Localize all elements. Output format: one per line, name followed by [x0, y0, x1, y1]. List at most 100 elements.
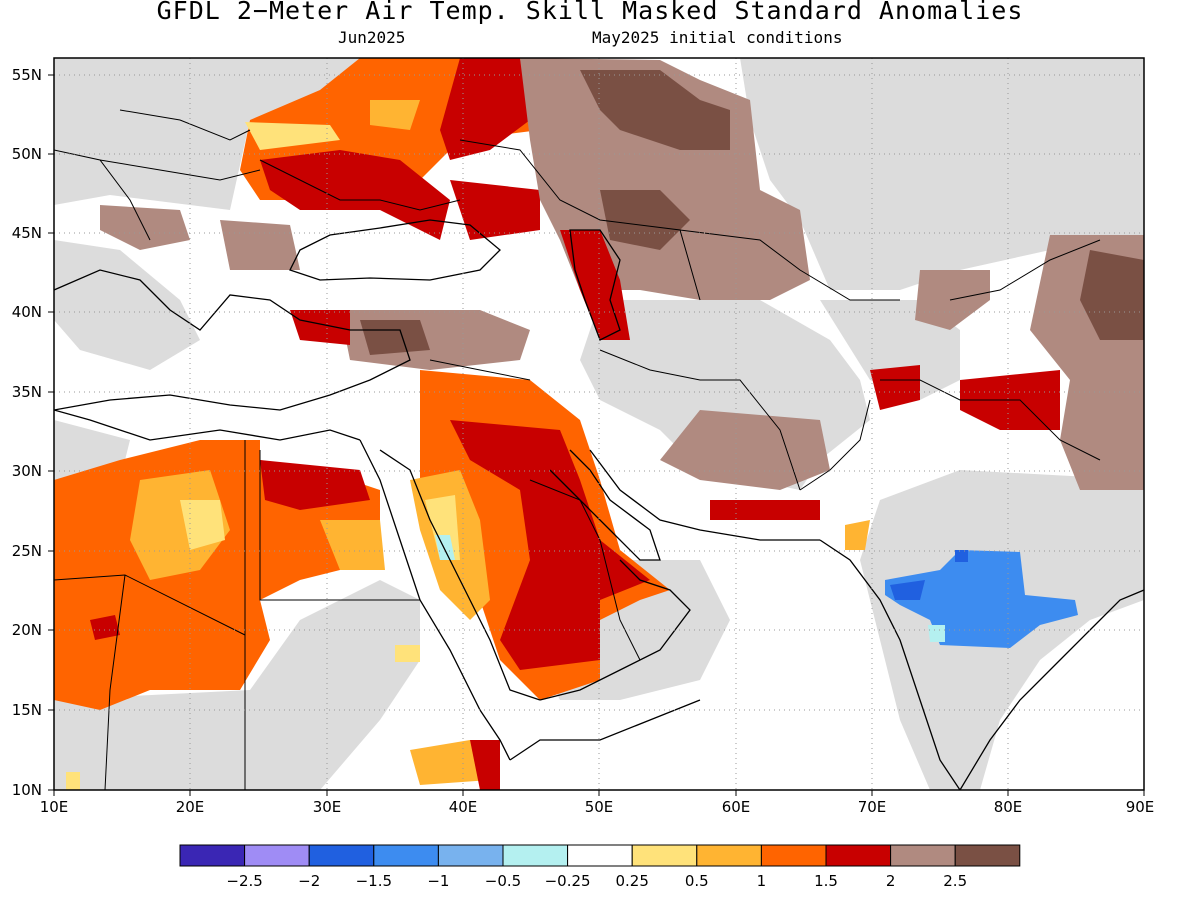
warm-region-brown: [220, 220, 300, 270]
warm-region-lightorange: [320, 520, 385, 570]
warm-region-brown-dark: [1080, 250, 1144, 340]
map-title: GFDL 2−Meter Air Temp. Skill Masked Stan…: [156, 0, 1024, 25]
lat-label: 20N: [12, 621, 42, 639]
caspian-coast: [569, 229, 621, 341]
lon-label: 90E: [1126, 798, 1155, 816]
anomaly-fields: [54, 58, 1144, 790]
lon-label: 10E: [40, 798, 69, 816]
lon-label: 60E: [722, 798, 751, 816]
coastlines: [54, 219, 1144, 790]
lon-ticks: [53, 790, 1145, 796]
warm-region-yellow: [66, 772, 80, 790]
colorbar-label: 1.5: [814, 872, 838, 890]
masked-region: [740, 58, 1144, 290]
colorbar-swatch: [825, 844, 892, 867]
warm-region-darkred: [90, 615, 120, 640]
warm-region-yellow: [245, 122, 340, 150]
india-west-coast: [819, 539, 961, 790]
colorbar-swatch: [696, 844, 762, 867]
lat-ticks: [48, 74, 54, 791]
colorbar-swatch: [437, 844, 504, 867]
warm-region-darkred: [870, 365, 920, 410]
warm-region-brown: [100, 205, 190, 250]
colorbar-swatch: [890, 844, 956, 867]
colorbar-swatch: [308, 844, 375, 867]
initial-conditions: May2025 initial conditions: [592, 28, 843, 47]
red-sea-coast: [359, 439, 511, 761]
warm-region-darkred: [290, 310, 350, 345]
lat-label: 50N: [12, 145, 42, 163]
lat-label: 25N: [12, 542, 42, 560]
warm-region-darkred: [450, 420, 650, 670]
forecast-month: Jun2025: [338, 28, 406, 47]
warm-region-darkred: [560, 230, 630, 340]
lat-label: 35N: [12, 383, 42, 401]
colorbar-swatch: [760, 844, 827, 867]
iran-coast: [589, 449, 820, 541]
warm-region-lightorange: [410, 740, 490, 785]
lat-label: 45N: [12, 224, 42, 242]
warm-region-darkred: [450, 180, 540, 240]
warm-region-lightorange: [845, 520, 870, 550]
lon-label: 40E: [449, 798, 478, 816]
arabia-west-coast: [379, 449, 541, 701]
lon-label: 80E: [994, 798, 1023, 816]
mediterranean-coast: [54, 269, 411, 411]
lat-label: 55N: [12, 66, 42, 84]
lon-labels: 10E 20E 30E 40E 50E 60E 70E 80E 90E: [40, 798, 1155, 816]
colorbar-swatch: [567, 844, 633, 867]
warm-region-brown-dark: [360, 320, 430, 355]
cold-region-blue-dark: [955, 550, 968, 562]
colorbar-label: 1: [757, 872, 767, 890]
warm-region-yellow: [180, 500, 225, 550]
warm-region-darkred: [470, 740, 500, 790]
cold-region-blue-dark: [890, 580, 925, 600]
colorbar-swatch: [373, 844, 439, 867]
masked-region: [54, 580, 420, 790]
lat-label: 30N: [12, 462, 42, 480]
lon-label: 70E: [858, 798, 887, 816]
colorbar-label: −2: [298, 872, 320, 890]
colorbar-label: 0.5: [685, 872, 709, 890]
masked-region: [54, 240, 200, 370]
warm-region-brown: [660, 410, 830, 490]
country-borders: [54, 109, 1101, 790]
warm-region-darkred: [710, 500, 820, 520]
masked-region: [820, 300, 960, 400]
cold-region-blue: [885, 550, 1078, 648]
warm-region-darkred: [260, 460, 370, 510]
colorbar-swatch: [631, 844, 698, 867]
colorbar-swatch: [244, 844, 310, 867]
colorbar-label: 2: [886, 872, 896, 890]
colorbar-swatch: [179, 844, 246, 867]
warm-region-brown-dark: [580, 70, 730, 150]
masked-region: [54, 58, 360, 210]
cold-region-cyan: [928, 625, 945, 642]
warm-region-darkred: [260, 150, 450, 240]
colorbar-swatch: [954, 844, 1021, 867]
warm-region-brown-dark: [600, 190, 690, 250]
lat-labels: 55N 50N 45N 40N 35N 30N 25N 20N 15N 10N: [12, 66, 42, 799]
graticule: [54, 58, 1144, 790]
colorbar-swatch: [502, 844, 569, 867]
lon-label: 20E: [176, 798, 205, 816]
warm-region-yellow: [395, 645, 420, 662]
india-east-coast: [959, 589, 1144, 790]
colorbar-label: −1: [427, 872, 449, 890]
lat-label: 10N: [12, 781, 42, 799]
north-africa-coast: [54, 409, 361, 441]
colorbar: −2.5 −2 −1.5 −1 −0.5 −0.25 0.25 0.5 1 1.5 2 2.5: [179, 844, 1021, 890]
lat-label: 40N: [12, 303, 42, 321]
colorbar-label: −2.5: [226, 872, 262, 890]
lon-label: 30E: [313, 798, 342, 816]
lon-label: 50E: [585, 798, 614, 816]
colorbar-label: 0.25: [615, 872, 648, 890]
persian-gulf-coast: [549, 449, 661, 561]
lat-label: 15N: [12, 701, 42, 719]
colorbar-label: 2.5: [943, 872, 967, 890]
black-sea-coast: [289, 219, 501, 281]
horn-of-africa-coast: [509, 699, 701, 761]
map-plot-area: [54, 58, 1144, 790]
warm-region-lightorange: [370, 100, 420, 130]
